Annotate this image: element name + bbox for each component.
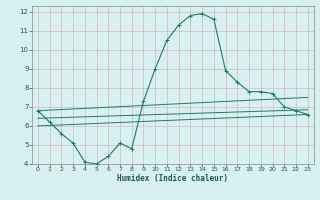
X-axis label: Humidex (Indice chaleur): Humidex (Indice chaleur) — [117, 174, 228, 183]
